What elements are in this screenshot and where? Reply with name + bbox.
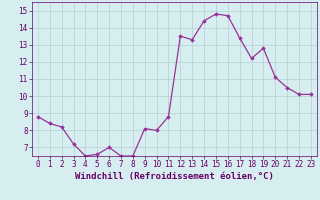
X-axis label: Windchill (Refroidissement éolien,°C): Windchill (Refroidissement éolien,°C) [75, 172, 274, 181]
